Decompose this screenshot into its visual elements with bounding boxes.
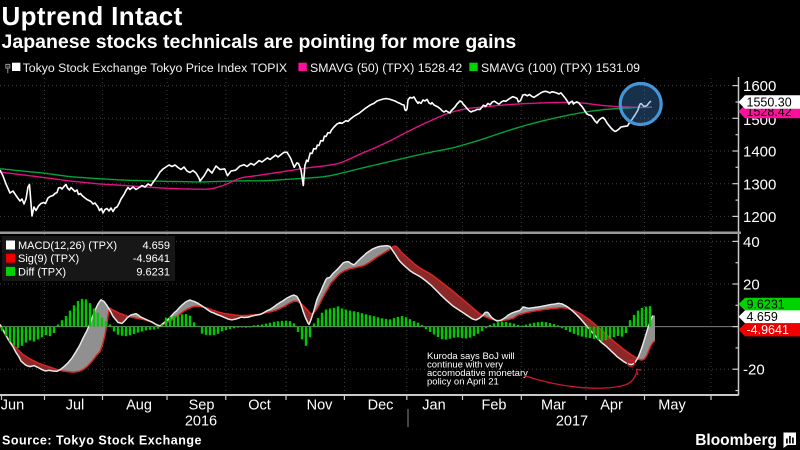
- svg-text:-20: -20: [743, 362, 765, 379]
- svg-text:-4.9641: -4.9641: [747, 323, 789, 337]
- svg-text:Jan: Jan: [422, 398, 445, 414]
- svg-text:Dec: Dec: [368, 398, 394, 414]
- svg-text:Jul: Jul: [66, 398, 85, 414]
- svg-text:Oct: Oct: [248, 398, 271, 414]
- svg-text:1550.30: 1550.30: [747, 96, 792, 110]
- svg-text:policy on April 21: policy on April 21: [427, 377, 499, 388]
- svg-text:Bloomberg: Bloomberg: [695, 432, 777, 449]
- svg-text:Sep: Sep: [189, 398, 215, 414]
- svg-text:Mar: Mar: [541, 398, 566, 414]
- svg-text:1600: 1600: [743, 78, 776, 95]
- svg-text:-4.9641: -4.9641: [133, 253, 170, 265]
- svg-text:1200: 1200: [743, 209, 776, 226]
- svg-text:20: 20: [743, 276, 760, 293]
- svg-text:accomodative monetary: accomodative monetary: [427, 368, 528, 379]
- svg-text:continue with very: continue with very: [427, 360, 503, 371]
- svg-text:Apr: Apr: [600, 398, 623, 414]
- svg-text:40: 40: [743, 234, 760, 251]
- svg-text:MACD(12,26) (TPX): MACD(12,26) (TPX): [18, 240, 117, 252]
- svg-text:Feb: Feb: [482, 398, 507, 414]
- svg-text:Source: Tokyo Stock Exchange: Source: Tokyo Stock Exchange: [2, 434, 202, 448]
- svg-text:Nov: Nov: [307, 398, 334, 414]
- svg-text:Aug: Aug: [126, 398, 152, 414]
- svg-text:Japanese stocks technicals are: Japanese stocks technicals are pointing …: [2, 31, 517, 53]
- svg-text:2017: 2017: [556, 414, 588, 430]
- svg-text:4.659: 4.659: [747, 310, 778, 324]
- svg-text:May: May: [658, 398, 686, 414]
- svg-text:Uptrend Intact: Uptrend Intact: [2, 1, 183, 31]
- svg-text:Kuroda says BoJ will: Kuroda says BoJ will: [427, 351, 515, 362]
- svg-text:9.6231: 9.6231: [136, 266, 170, 278]
- svg-text:SMAVG (100) (TPX) 1531.09: SMAVG (100) (TPX) 1531.09: [481, 61, 640, 75]
- svg-text:Diff (TPX): Diff (TPX): [18, 266, 66, 278]
- svg-text:Tokyo Stock Exchange Tokyo Pri: Tokyo Stock Exchange Tokyo Price Index T…: [23, 61, 288, 75]
- svg-text:2016: 2016: [185, 414, 217, 430]
- svg-text:Sig(9) (TPX): Sig(9) (TPX): [18, 253, 79, 265]
- svg-text:9.6231: 9.6231: [747, 298, 785, 312]
- svg-text:4.659: 4.659: [142, 240, 170, 252]
- svg-text:1300: 1300: [743, 176, 776, 193]
- svg-text:Jun: Jun: [1, 398, 24, 414]
- svg-text:1400: 1400: [743, 144, 776, 161]
- svg-text:SMAVG (50) (TPX) 1528.42: SMAVG (50) (TPX) 1528.42: [310, 61, 462, 75]
